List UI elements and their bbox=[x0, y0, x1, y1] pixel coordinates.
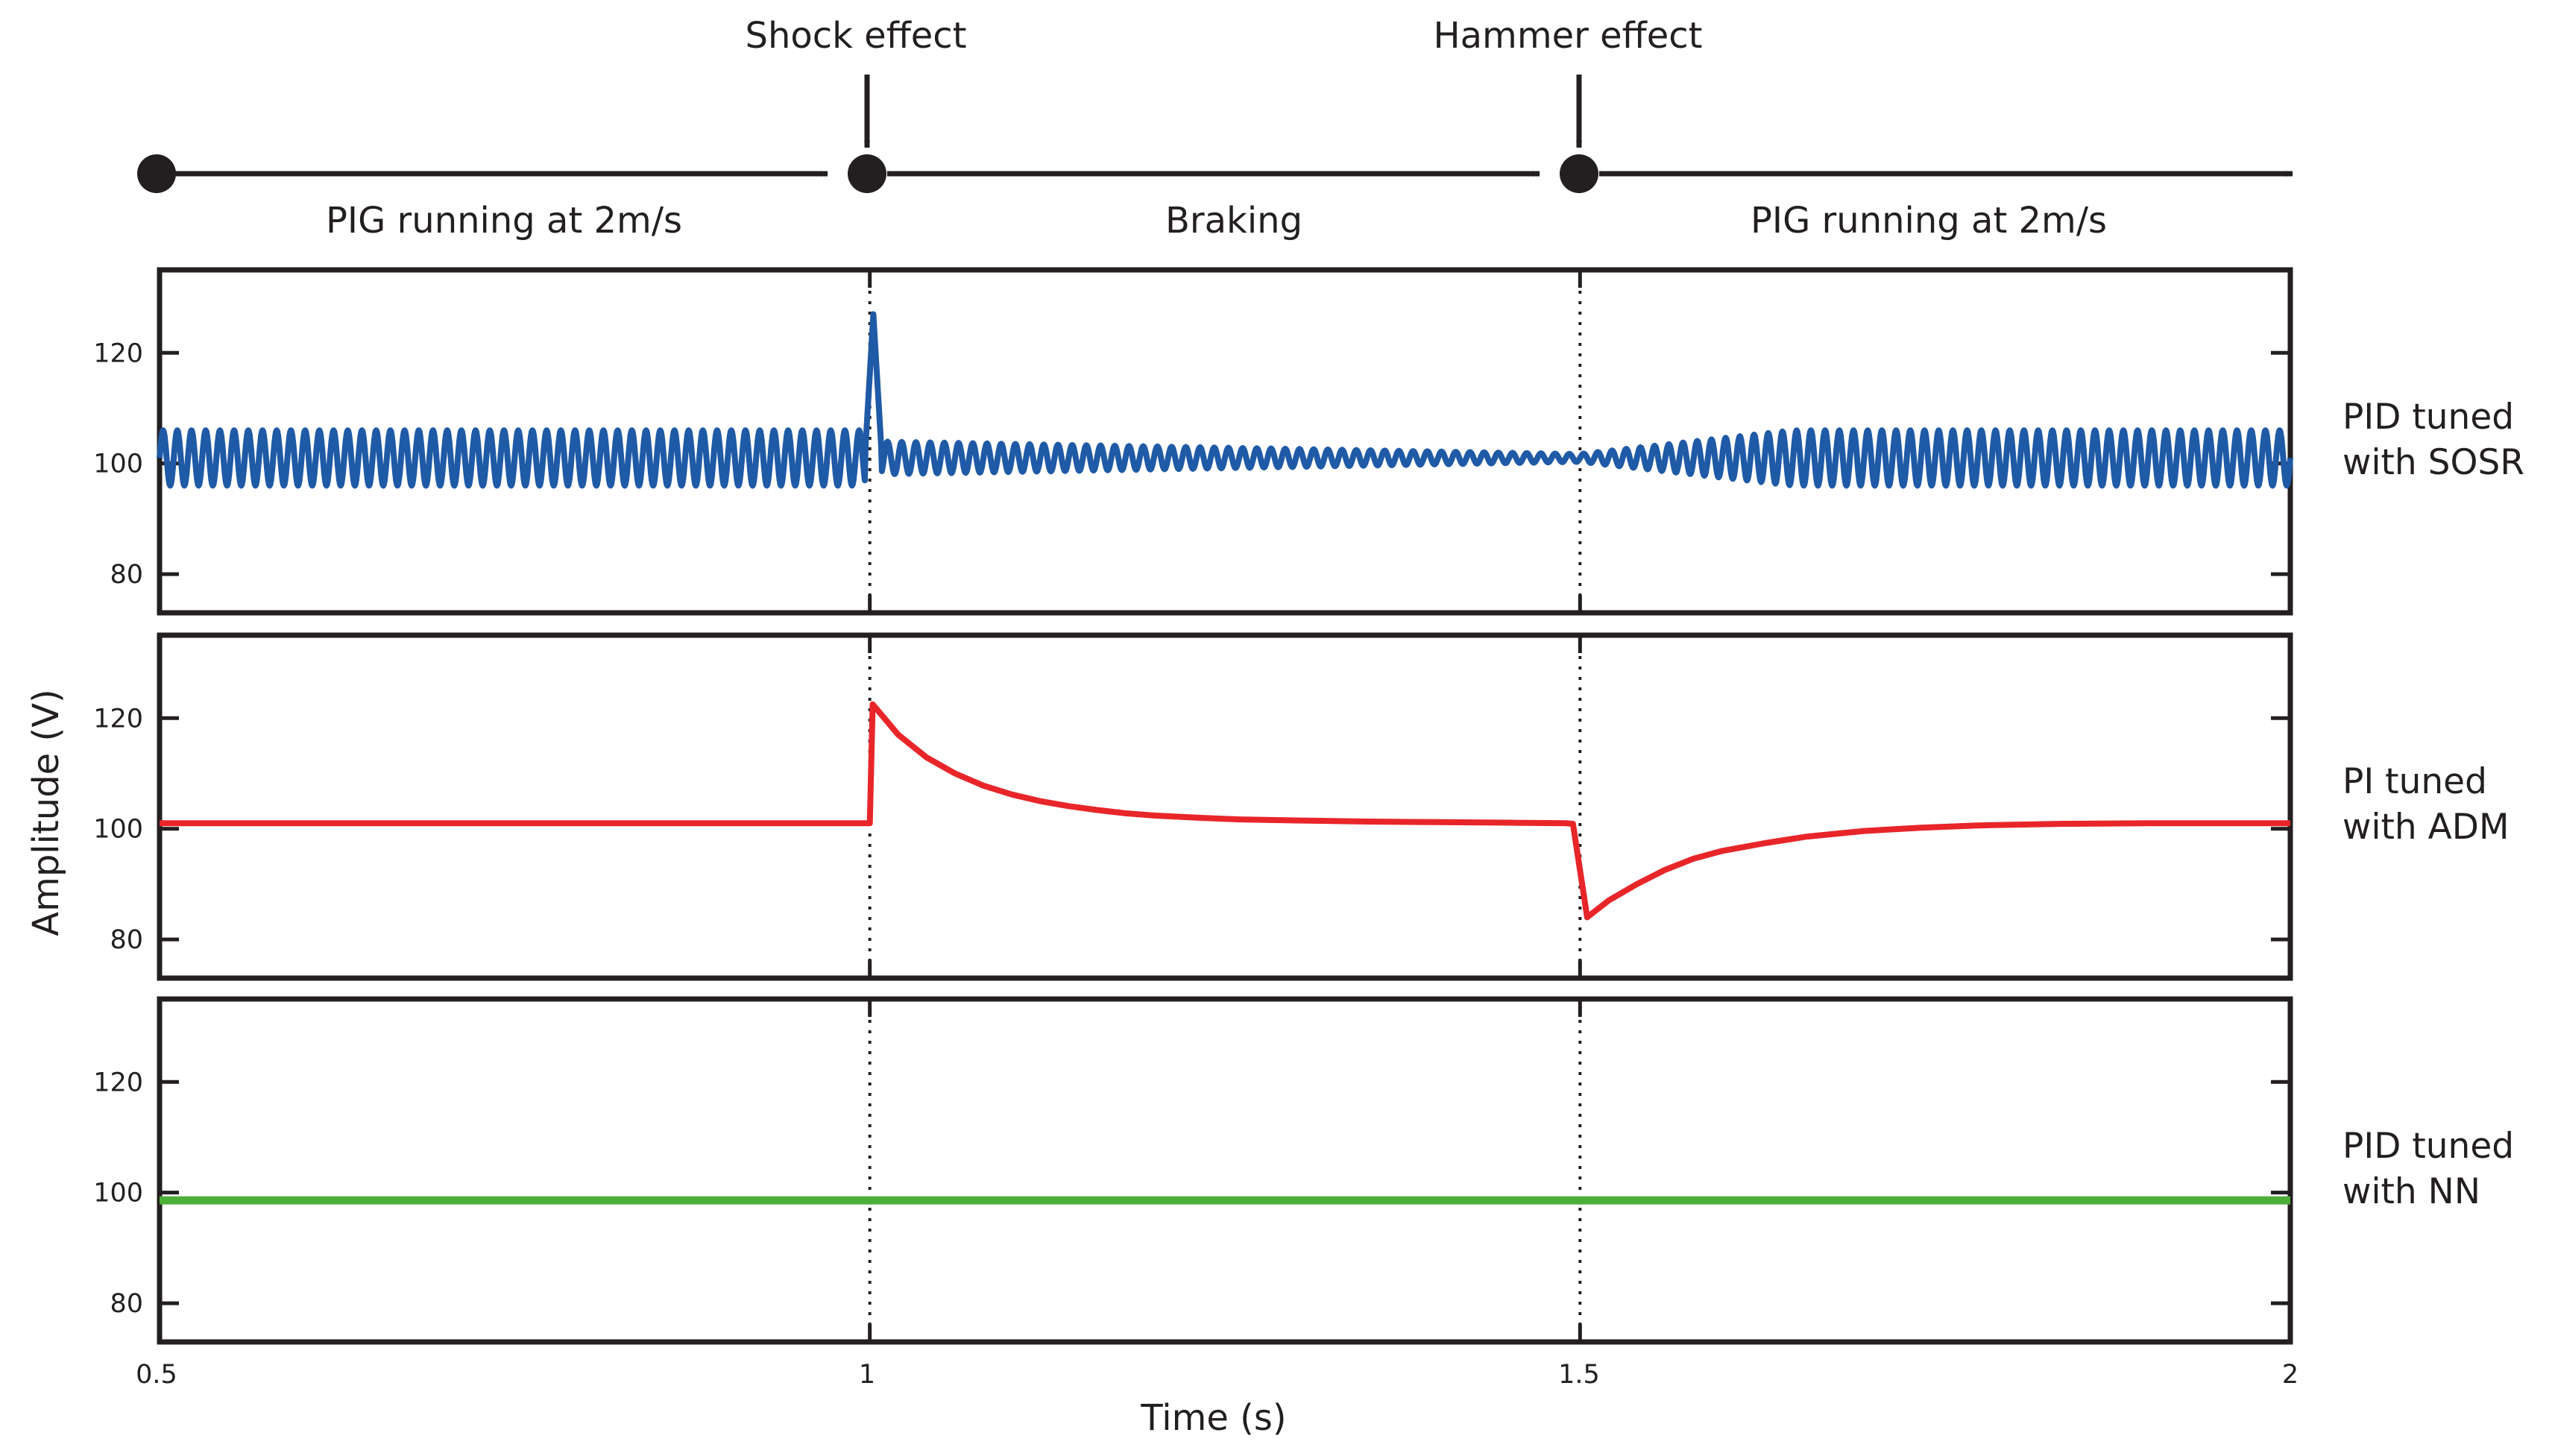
controller-label-sosr-1: PID tuned bbox=[2342, 397, 2514, 438]
panel-adm: 80 100 120 bbox=[93, 632, 2293, 981]
plot-frame bbox=[157, 996, 2293, 1345]
shock-effect-label: Shock effect bbox=[745, 15, 966, 57]
hammer-dot bbox=[1560, 154, 1598, 193]
x-tick-label: 1.5 bbox=[1558, 1360, 1600, 1390]
y-tick-label: 120 bbox=[93, 704, 143, 734]
controller-label-nn-2: with NN bbox=[2342, 1171, 2480, 1212]
y-tick-label: 100 bbox=[93, 815, 143, 845]
event-timeline: Shock effect Hammer effect PIG running a… bbox=[137, 15, 2293, 242]
y-tick-label: 80 bbox=[110, 925, 143, 955]
plot-frame bbox=[157, 632, 2293, 981]
phase-label-braking: Braking bbox=[1165, 200, 1302, 242]
x-tick-label: 1 bbox=[859, 1360, 875, 1390]
series-line-sosr bbox=[157, 311, 2293, 489]
y-tick-label: 100 bbox=[93, 450, 143, 479]
panel-sosr: 80 100 120 bbox=[93, 267, 2293, 616]
controller-label-sosr-2: with SOSR bbox=[2342, 442, 2524, 483]
x-tick-label: 2 bbox=[2282, 1360, 2298, 1390]
hammer-effect-label: Hammer effect bbox=[1434, 15, 1703, 57]
y-tick-label: 120 bbox=[93, 338, 143, 368]
y-tick-label: 100 bbox=[93, 1179, 143, 1208]
controller-label-adm-1: PI tuned bbox=[2342, 761, 2487, 802]
panel-nn: 80 100 120 bbox=[93, 996, 2293, 1345]
shock-dot bbox=[848, 154, 886, 193]
x-axis-title: Time (s) bbox=[1140, 1397, 1286, 1439]
x-tick-label: 0.5 bbox=[136, 1360, 177, 1390]
timeline-start-dot bbox=[137, 154, 176, 193]
controller-label-adm-2: with ADM bbox=[2342, 807, 2509, 848]
phase-label-running-1: PIG running at 2m/s bbox=[326, 200, 682, 242]
y-tick-label: 80 bbox=[110, 1289, 143, 1319]
y-tick-label: 80 bbox=[110, 560, 143, 590]
phase-label-running-2: PIG running at 2m/s bbox=[1751, 200, 2107, 242]
y-axis-title: Amplitude (V) bbox=[25, 689, 67, 936]
y-tick-label: 120 bbox=[93, 1068, 143, 1097]
controller-label-nn-1: PID tuned bbox=[2342, 1126, 2514, 1167]
series-line-adm bbox=[160, 701, 2290, 921]
